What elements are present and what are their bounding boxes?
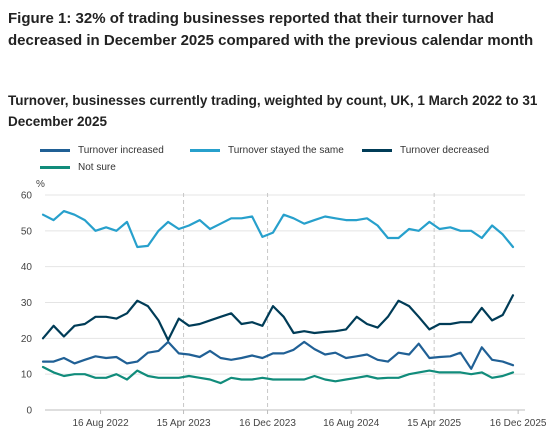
x-tick-label: 16 Dec 2023 (239, 418, 296, 429)
legend-label-not-sure: Not sure (78, 162, 116, 173)
chart-title: Figure 1: 32% of trading businesses repo… (8, 10, 534, 49)
legend-item-turnover-increased: Turnover increased (40, 145, 164, 156)
reference-lines (183, 193, 435, 410)
x-tick-label: 16 Aug 2024 (323, 418, 380, 429)
series-lines (41, 210, 515, 385)
series-line-not-sure (41, 365, 515, 385)
x-tick-label: 16 Aug 2022 (73, 418, 130, 429)
legend-label-turnover-stayed-the-same: Turnover stayed the same (228, 145, 344, 156)
chart-subtitle: Turnover, businesses currently trading, … (8, 93, 538, 129)
series-line-turnover-stayed-the-same (41, 210, 515, 249)
legend-swatch-not-sure (40, 166, 70, 169)
x-tick-label: 15 Apr 2023 (157, 418, 211, 429)
series-line-turnover-decreased (41, 294, 515, 342)
y-tick-label: 20 (21, 334, 33, 345)
legend-item-not-sure: Not sure (40, 162, 116, 173)
y-axis-ticks: 0 10 20 30 40 50 60 (21, 191, 33, 417)
x-tick-label: 15 Apr 2025 (407, 418, 461, 429)
chart-legend: Turnover increased Turnover stayed the s… (40, 145, 540, 179)
legend-swatch-turnover-stayed-the-same (190, 149, 220, 152)
legend-item-turnover-decreased: Turnover decreased (362, 145, 489, 156)
legend-label-turnover-decreased: Turnover decreased (400, 145, 490, 156)
x-axis-ticks: 16 Aug 2022 15 Apr 2023 16 Dec 2023 16 Aug … (73, 410, 547, 429)
y-tick-label: 60 (21, 191, 33, 202)
y-tick-label: 50 (21, 226, 33, 237)
legend-label-turnover-increased: Turnover increased (78, 145, 164, 156)
y-tick-label: 30 (21, 298, 33, 309)
legend-swatch-turnover-increased (40, 149, 70, 152)
grid-lines (45, 194, 525, 411)
x-tick-label: 16 Dec 2025 (490, 418, 547, 429)
y-tick-label: 10 (21, 370, 33, 381)
y-tick-label: 0 (26, 406, 32, 417)
y-axis-unit-label: % (36, 179, 45, 190)
legend-swatch-turnover-decreased (362, 149, 392, 152)
legend-item-turnover-stayed-the-same: Turnover stayed the same (190, 145, 344, 156)
series-line-turnover-increased (41, 340, 515, 370)
y-tick-label: 40 (21, 262, 33, 273)
